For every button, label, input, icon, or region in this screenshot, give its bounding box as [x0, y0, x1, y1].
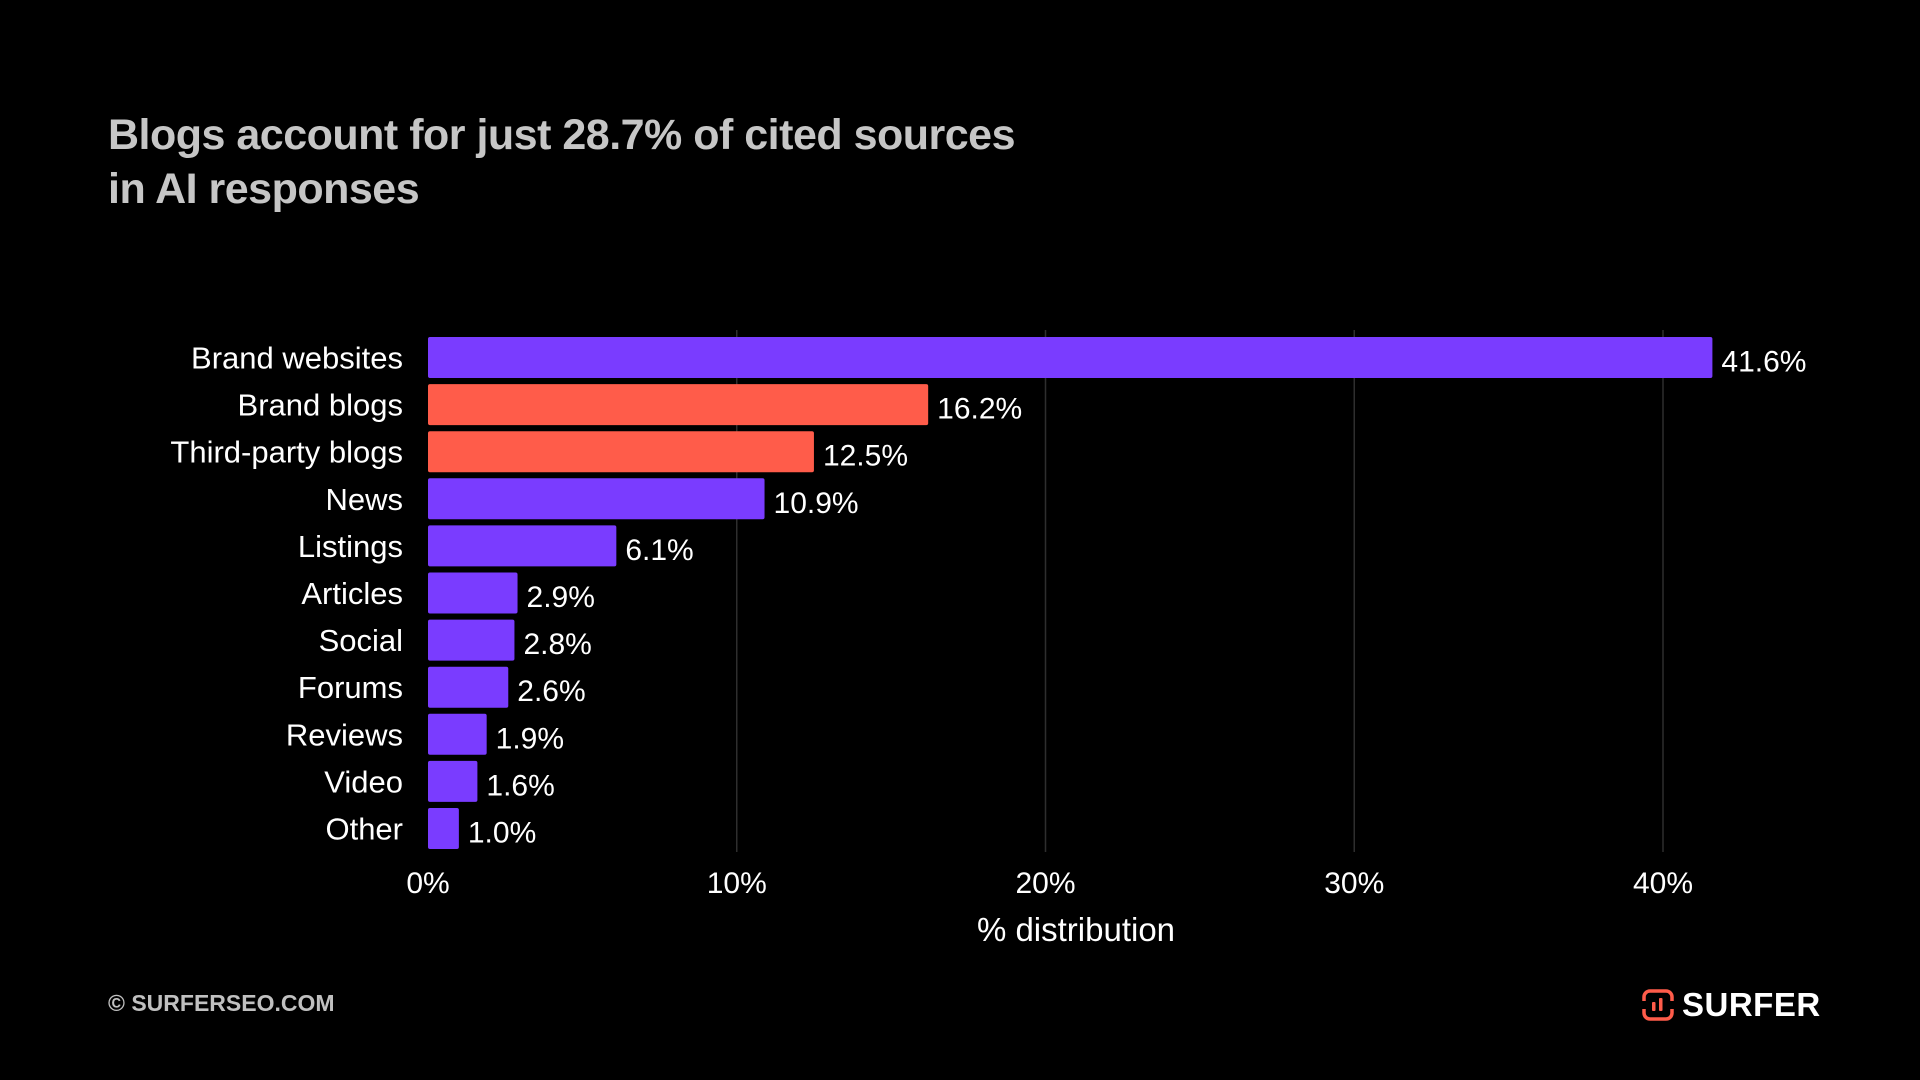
category-label: Brand blogs [238, 388, 403, 423]
surfer-logo: SURFER [1642, 986, 1821, 1024]
bar [428, 337, 1713, 378]
chart-title-line-2: in AI responses [108, 165, 420, 213]
copyright-text: © SURFERSEO.COM [108, 990, 335, 1016]
x-axis-label: % distribution [977, 911, 1175, 948]
chart-title: Blogs account for just 28.7% of cited so… [108, 108, 1016, 216]
x-tick-label: 30% [1324, 867, 1384, 900]
surfer-logo-icon [1642, 989, 1674, 1021]
x-tick-label: 10% [707, 867, 767, 900]
category-label: Brand websites [191, 341, 403, 376]
category-label: Social [319, 623, 403, 658]
category-label: News [325, 482, 403, 517]
bar [428, 572, 518, 614]
data-label: 1.0% [468, 817, 536, 850]
bar [428, 525, 617, 567]
data-label: 1.9% [496, 722, 564, 755]
x-tick-label: 20% [1015, 867, 1075, 900]
data-labels: 41.6% 16.2% 12.5% 10.9% 6.1% 2.9% 2.8% 2.6% 1.9%… [468, 346, 1807, 850]
category-label: Other [325, 812, 403, 847]
data-label: 2.6% [517, 675, 585, 708]
data-label: 16.2% [937, 393, 1022, 426]
category-labels: Brand websites Brand blogs Third-party blo… [170, 341, 403, 847]
bar [428, 619, 515, 661]
x-tick-label: 40% [1633, 867, 1693, 900]
category-label: Video [324, 764, 403, 799]
bar [428, 666, 509, 708]
bar [428, 760, 478, 802]
category-label: Articles [301, 576, 403, 611]
data-label: 41.6% [1721, 346, 1806, 379]
data-label: 12.5% [823, 440, 908, 473]
bar [428, 431, 814, 473]
bars [428, 337, 1713, 849]
data-label: 1.6% [486, 769, 554, 802]
data-label: 10.9% [774, 487, 859, 520]
logo-text: SURFER [1682, 986, 1821, 1023]
bar [428, 384, 929, 426]
category-label: Forums [298, 670, 403, 705]
data-label: 6.1% [625, 534, 693, 567]
data-label: 2.9% [527, 581, 595, 614]
category-label: Listings [298, 529, 403, 564]
data-label: 2.8% [523, 628, 591, 661]
x-tick-labels: 0% 10% 20% 30% 40% [406, 867, 1693, 900]
x-tick-label: 0% [406, 867, 449, 900]
category-label: Reviews [286, 717, 403, 752]
bar [428, 808, 459, 849]
chart-title-line-1: Blogs account for just 28.7% of cited so… [108, 111, 1016, 159]
bar [428, 478, 765, 520]
bar [428, 713, 487, 755]
category-label: Third-party blogs [170, 435, 403, 470]
